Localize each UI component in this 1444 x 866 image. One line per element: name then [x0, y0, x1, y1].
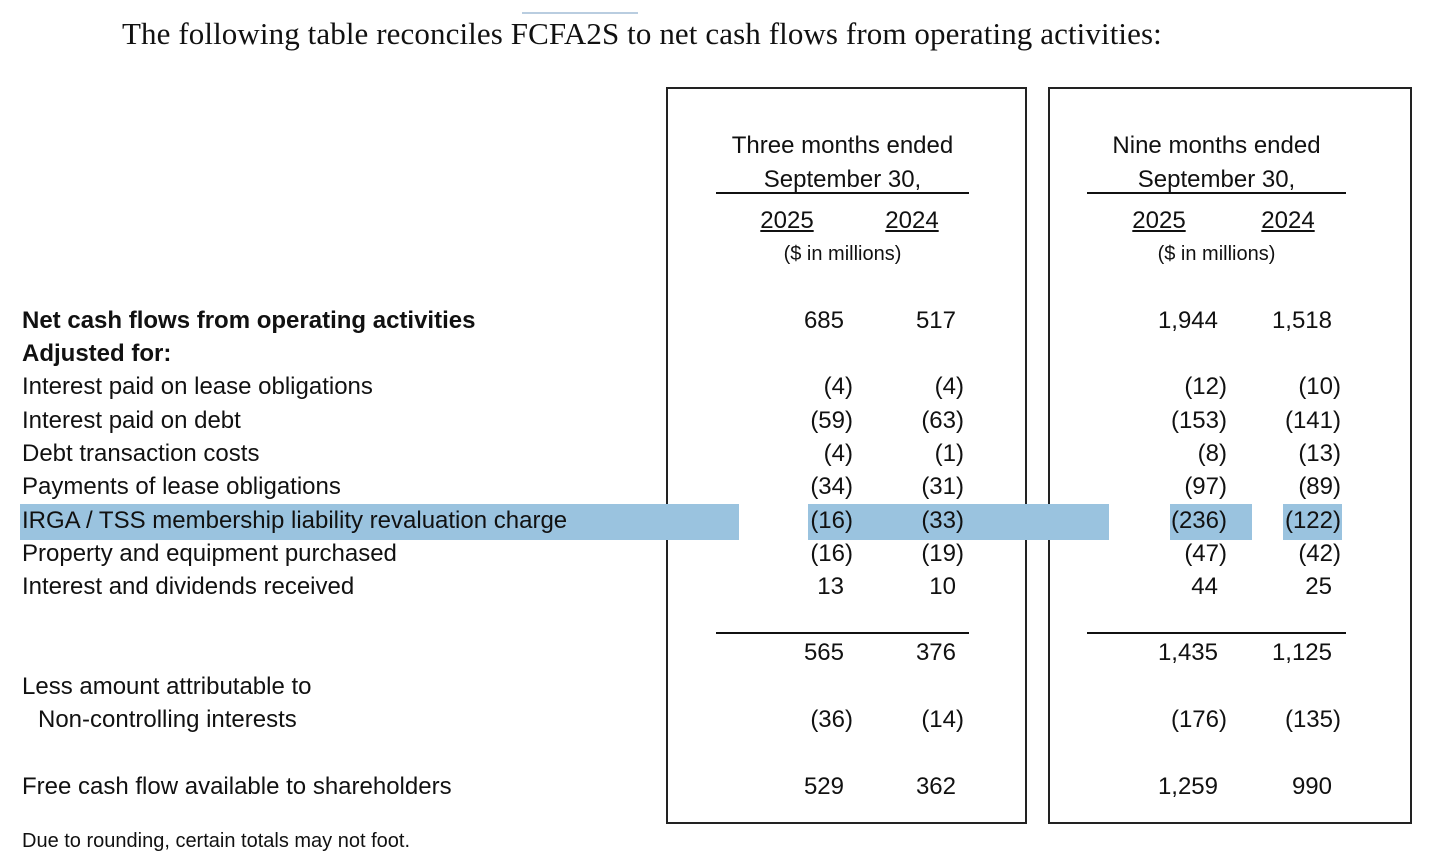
cell-fcf-9m-2024: 990: [1291, 773, 1332, 800]
cell-dividends-3m-2025: 13: [817, 573, 844, 600]
cell-revaluation-3m-2024: (33): [921, 507, 964, 534]
cell-property-3m-2025: (16): [810, 540, 853, 567]
cell-interest-debt-9m-2024: (141): [1284, 407, 1341, 434]
cell-subtotal-9m-2025: 1,435: [1157, 639, 1218, 666]
nine-months-subtotal-rule: [1087, 632, 1346, 634]
cell-interest-lease-3m-2025: (4): [823, 373, 853, 400]
row-label-net-cash-flows: Net cash flows from operating activities: [22, 307, 476, 334]
cell-subtotal-3m-2025: 565: [803, 639, 844, 666]
page-title: The following table reconciles FCFA2S to…: [122, 16, 1162, 51]
cell-revaluation-3m-2025: (16): [810, 507, 853, 534]
cell-noncontrolling-9m-2024: (135): [1284, 706, 1341, 733]
cell-revaluation-9m-2024: (122): [1284, 507, 1341, 534]
nine-months-header-rule: [1087, 192, 1346, 194]
title-link-underline: [522, 12, 638, 14]
three-months-units: ($ in millions): [783, 243, 902, 265]
row-label-debt-costs: Debt transaction costs: [22, 440, 260, 467]
row-label-adjusted-for: Adjusted for:: [22, 340, 172, 367]
cell-property-9m-2024: (42): [1298, 540, 1341, 567]
cell-net-cash-9m-2025: 1,944: [1157, 307, 1218, 334]
cell-debt-costs-9m-2025: (8): [1197, 440, 1227, 467]
cell-revaluation-9m-2025: (236): [1170, 507, 1227, 534]
highlight-nine-2024: [1283, 504, 1342, 540]
cell-dividends-3m-2024: 10: [929, 573, 956, 600]
three-months-title-2: September 30,: [763, 166, 922, 193]
cell-net-cash-3m-2025: 685: [803, 307, 844, 334]
cell-lease-payments-9m-2024: (89): [1298, 473, 1341, 500]
nine-months-title-1: Nine months ended: [1112, 132, 1321, 159]
cell-fcf-3m-2025: 529: [803, 773, 844, 800]
cell-net-cash-3m-2024: 517: [915, 307, 956, 334]
cell-fcf-9m-2025: 1,259: [1157, 773, 1218, 800]
nine-months-box: [1048, 87, 1412, 824]
highlight-nine-2025: [1170, 504, 1252, 540]
cell-subtotal-9m-2024: 1,125: [1271, 639, 1332, 666]
nine-months-units: ($ in millions): [1157, 243, 1276, 265]
highlight-label: [20, 504, 739, 540]
cell-debt-costs-9m-2024: (13): [1298, 440, 1341, 467]
nine-months-title-2: September 30,: [1137, 166, 1296, 193]
row-label-noncontrolling: Non-controlling interests: [38, 706, 297, 733]
row-label-property-equipment: Property and equipment purchased: [22, 540, 397, 567]
row-label-interest-debt: Interest paid on debt: [22, 407, 241, 434]
cell-interest-debt-3m-2025: (59): [810, 407, 853, 434]
nine-months-year-2024: 2024: [1261, 207, 1315, 234]
row-label-interest-lease: Interest paid on lease obligations: [22, 373, 373, 400]
three-months-header-rule: [716, 192, 969, 194]
cell-interest-lease-9m-2024: (10): [1298, 373, 1341, 400]
cell-fcf-3m-2024: 362: [915, 773, 956, 800]
cell-property-3m-2024: (19): [921, 540, 964, 567]
cell-lease-payments-9m-2025: (97): [1184, 473, 1227, 500]
cell-interest-lease-9m-2025: (12): [1184, 373, 1227, 400]
cell-noncontrolling-9m-2025: (176): [1170, 706, 1227, 733]
nine-months-year-2025: 2025: [1132, 207, 1186, 234]
row-label-free-cash-flow: Free cash flow available to shareholders: [22, 773, 452, 800]
cell-dividends-9m-2024: 25: [1305, 573, 1332, 600]
cell-property-9m-2025: (47): [1184, 540, 1227, 567]
cell-lease-payments-3m-2024: (31): [921, 473, 964, 500]
three-months-title-1: Three months ended: [731, 132, 954, 159]
row-label-revaluation-charge: IRGA / TSS membership liability revaluat…: [22, 507, 568, 534]
row-label-interest-dividends: Interest and dividends received: [22, 573, 355, 600]
cell-debt-costs-3m-2024: (1): [934, 440, 964, 467]
cell-interest-debt-3m-2024: (63): [921, 407, 964, 434]
highlight-three-months: [808, 504, 1109, 540]
row-label-lease-payments: Payments of lease obligations: [22, 473, 341, 500]
cell-noncontrolling-3m-2025: (36): [810, 706, 853, 733]
cell-noncontrolling-3m-2024: (14): [921, 706, 964, 733]
cell-debt-costs-3m-2025: (4): [823, 440, 853, 467]
three-months-box: [666, 87, 1027, 824]
cell-subtotal-3m-2024: 376: [915, 639, 956, 666]
cell-net-cash-9m-2024: 1,518: [1271, 307, 1332, 334]
three-months-year-2024: 2024: [885, 207, 939, 234]
cell-interest-debt-9m-2025: (153): [1170, 407, 1227, 434]
cell-interest-lease-3m-2024: (4): [934, 373, 964, 400]
row-label-less-amount: Less amount attributable to: [22, 673, 312, 700]
three-months-subtotal-rule: [716, 632, 969, 634]
three-months-year-2025: 2025: [760, 207, 814, 234]
cell-lease-payments-3m-2025: (34): [810, 473, 853, 500]
footnote: Due to rounding, certain totals may not …: [22, 830, 410, 852]
cell-dividends-9m-2025: 44: [1191, 573, 1218, 600]
